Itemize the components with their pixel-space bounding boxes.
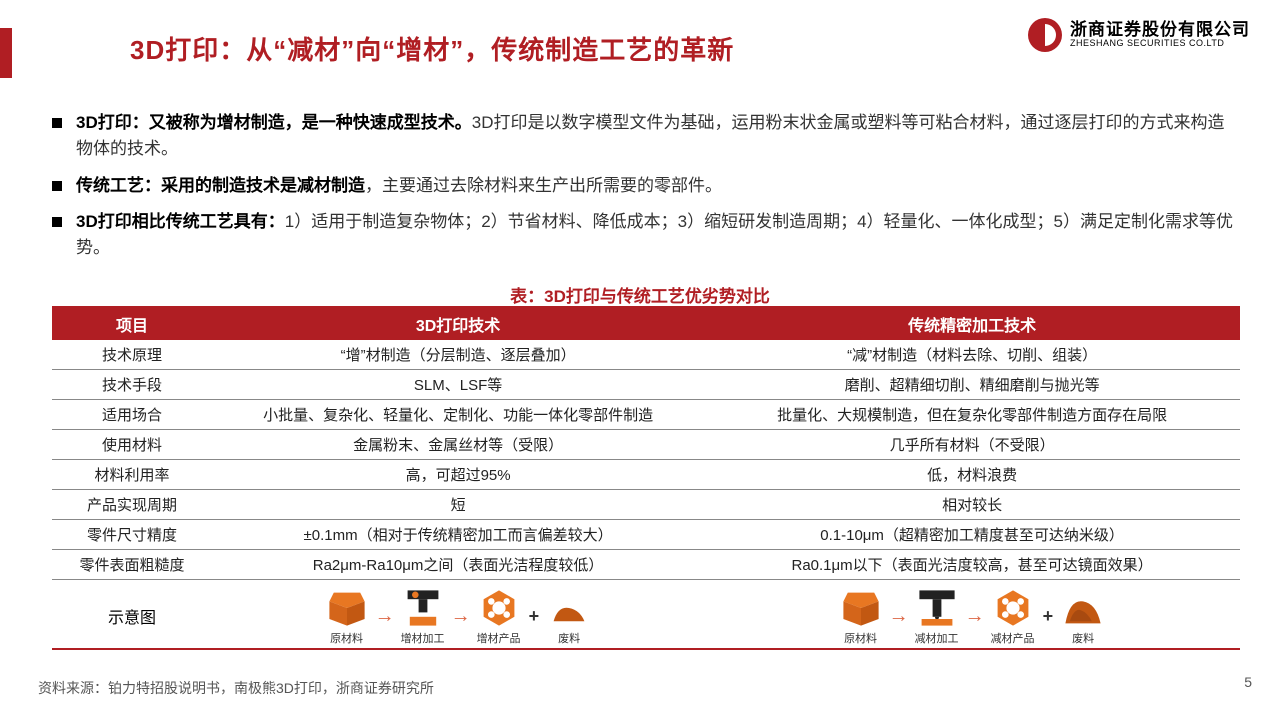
cell: 技术手段 — [52, 370, 212, 399]
cell: 零件表面粗糙度 — [52, 550, 212, 579]
cell: 磨削、超精细切削、精细磨削与抛光等 — [704, 370, 1240, 399]
cell: 技术原理 — [52, 340, 212, 369]
cell: 零件尺寸精度 — [52, 520, 212, 549]
arrow-icon: → — [451, 605, 471, 628]
cell: 相对较长 — [704, 490, 1240, 519]
cell: 小批量、复杂化、轻量化、定制化、功能一体化零部件制造 — [212, 400, 704, 429]
cell: 使用材料 — [52, 430, 212, 459]
bullet-bold: 3D打印相比传统工艺具有： — [76, 212, 285, 231]
cell: 短 — [212, 490, 704, 519]
cell: 几乎所有材料（不受限） — [704, 430, 1240, 459]
plus-icon: + — [529, 606, 540, 627]
cell: 高，可超过95% — [212, 460, 704, 489]
diagram-row: 示意图 原材料 → 增材加工 → 增材产品 + 废料 原材料 → 减材加工 → … — [52, 580, 1240, 650]
col-header: 3D打印技术 — [212, 308, 704, 340]
diagram-label: 示意图 — [52, 604, 212, 628]
bullet-marker — [52, 217, 62, 227]
logo-cn: 浙商证券股份有限公司 — [1070, 21, 1250, 40]
bullet-marker — [52, 181, 62, 191]
table-header: 项目 3D打印技术 传统精密加工技术 — [52, 308, 1240, 340]
table-row: 零件尺寸精度±0.1mm（相对于传统精密加工而言偏差较大）0.1-10μm（超精… — [52, 520, 1240, 550]
cell: “增”材制造（分层制造、逐层叠加） — [212, 340, 704, 369]
cell: 适用场合 — [52, 400, 212, 429]
arrow-icon: → — [889, 605, 909, 628]
cell: 0.1-10μm（超精密加工精度甚至可达纳米级） — [704, 520, 1240, 549]
slide-title: 3D打印：从“减材”向“增材”，传统制造工艺的革新 — [130, 30, 734, 67]
table-row: 材料利用率高，可超过95%低，材料浪费 — [52, 460, 1240, 490]
page-number: 5 — [1244, 674, 1252, 690]
source-text: 资料来源：铂力特招股说明书，南极熊3D打印，浙商证券研究所 — [38, 678, 434, 698]
bullet-marker — [52, 118, 62, 128]
arrow-icon: → — [375, 605, 395, 628]
col-header: 项目 — [52, 308, 212, 340]
cell: 金属粉末、金属丝材等（受限） — [212, 430, 704, 459]
cell: 批量化、大规模制造，但在复杂化零部件制造方面存在局限 — [704, 400, 1240, 429]
table-row: 使用材料金属粉末、金属丝材等（受限）几乎所有材料（不受限） — [52, 430, 1240, 460]
diagram-3d: 原材料 → 增材加工 → 增材产品 + 废料 — [212, 586, 704, 646]
table-row: 零件表面粗糙度Ra2μm-Ra10μm之间（表面光洁程度较低）Ra0.1μm以下… — [52, 550, 1240, 580]
arrow-icon: → — [965, 605, 985, 628]
cell: Ra0.1μm以下（表面光洁度较高，甚至可达镜面效果） — [704, 550, 1240, 579]
diagram-traditional: 原材料 → 减材加工 → 减材产品 + 废料 — [704, 586, 1240, 646]
cell: SLM、LSF等 — [212, 370, 704, 399]
slide: 3D打印：从“减材”向“增材”，传统制造工艺的革新 浙商证券股份有限公司 ZHE… — [0, 0, 1280, 720]
plus-icon: + — [1043, 606, 1054, 627]
bullet-item: 3D打印：又被称为增材制造，是一种快速成型技术。3D打印是以数字模型文件为基础，… — [52, 110, 1240, 163]
bullet-list: 3D打印：又被称为增材制造，是一种快速成型技术。3D打印是以数字模型文件为基础，… — [52, 110, 1240, 272]
logo-en: ZHESHANG SECURITIES CO.LTD — [1070, 39, 1250, 49]
accent-bar — [0, 28, 12, 78]
table-row: 适用场合小批量、复杂化、轻量化、定制化、功能一体化零部件制造批量化、大规模制造，… — [52, 400, 1240, 430]
table-caption: 表：3D打印与传统工艺优劣势对比 — [0, 282, 1280, 307]
col-header: 传统精密加工技术 — [704, 308, 1240, 340]
bullet-item: 传统工艺：采用的制造技术是减材制造，主要通过去除材料来生产出所需要的零部件。 — [52, 173, 1240, 199]
table-row: 技术手段SLM、LSF等磨削、超精细切削、精细磨削与抛光等 — [52, 370, 1240, 400]
bullet-item: 3D打印相比传统工艺具有：1）适用于制造复杂物体；2）节省材料、降低成本；3）缩… — [52, 209, 1240, 262]
table-row: 技术原理“增”材制造（分层制造、逐层叠加）“减”材制造（材料去除、切削、组装） — [52, 340, 1240, 370]
cell: 低，材料浪费 — [704, 460, 1240, 489]
cell: Ra2μm-Ra10μm之间（表面光洁程度较低） — [212, 550, 704, 579]
cell: 材料利用率 — [52, 460, 212, 489]
cell: “减”材制造（材料去除、切削、组装） — [704, 340, 1240, 369]
comparison-table: 项目 3D打印技术 传统精密加工技术 技术原理“增”材制造（分层制造、逐层叠加）… — [52, 306, 1240, 650]
bullet-bold: 传统工艺：采用的制造技术是减材制造 — [76, 176, 365, 195]
logo-icon — [1028, 18, 1062, 52]
bullet-rest: ，主要通过去除材料来生产出所需要的零部件。 — [365, 176, 722, 195]
cell: 产品实现周期 — [52, 490, 212, 519]
company-logo: 浙商证券股份有限公司 ZHESHANG SECURITIES CO.LTD — [1028, 18, 1250, 52]
cell: ±0.1mm（相对于传统精密加工而言偏差较大） — [212, 520, 704, 549]
bullet-bold: 3D打印：又被称为增材制造，是一种快速成型技术。 — [76, 113, 472, 132]
table-row: 产品实现周期短相对较长 — [52, 490, 1240, 520]
